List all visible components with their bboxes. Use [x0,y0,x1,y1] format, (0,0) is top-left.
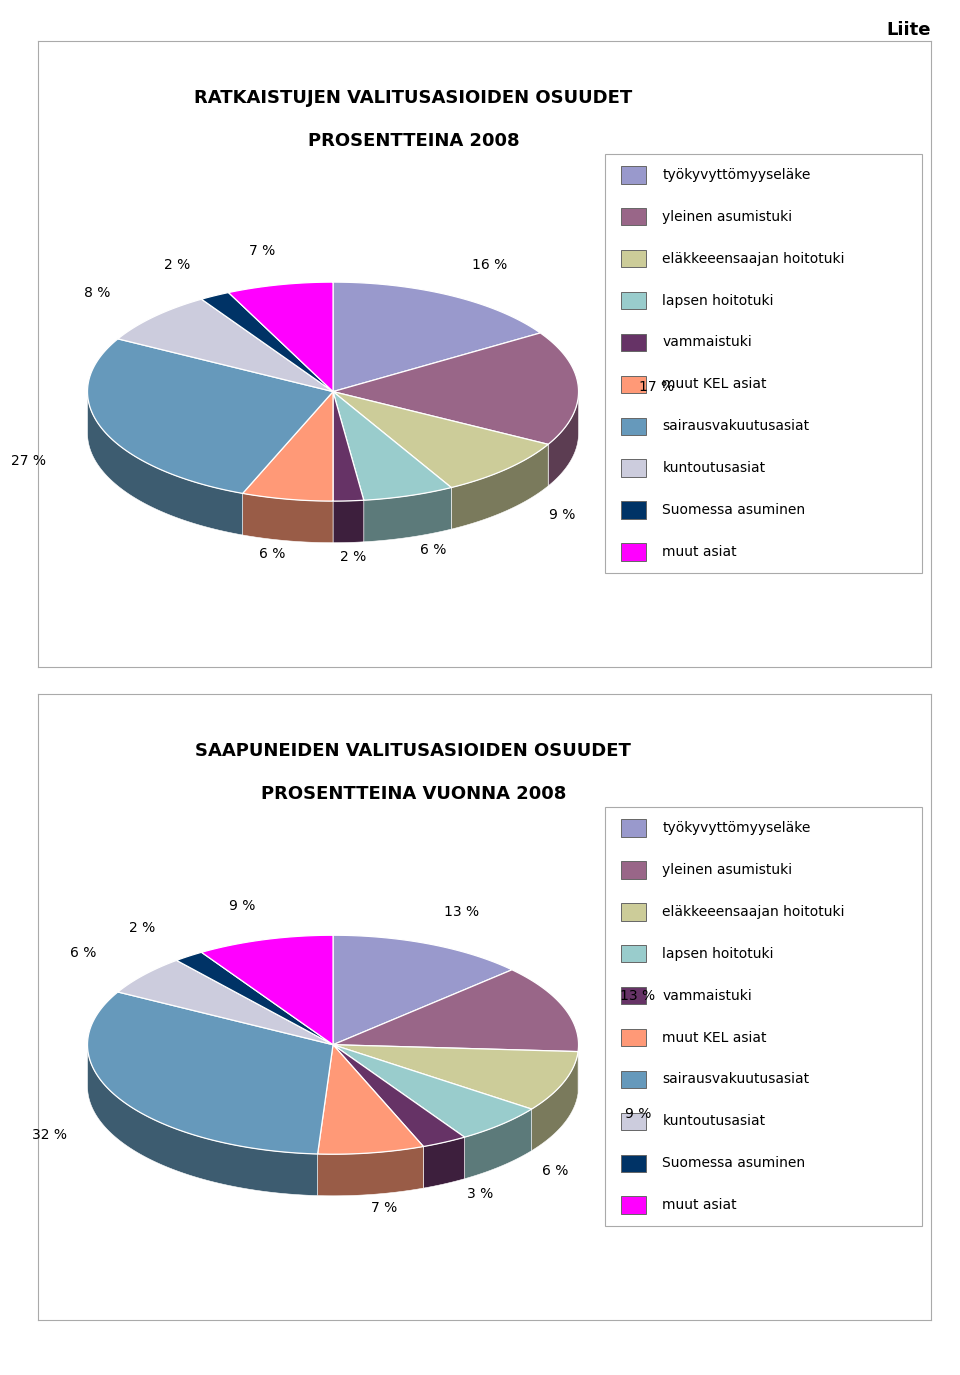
FancyBboxPatch shape [606,807,923,1226]
Text: 9 %: 9 % [229,899,255,913]
Text: vammaistuki: vammaistuki [662,989,753,1002]
Text: SAAPUNEIDEN VALITUSASIOIDEN OSUUDET: SAAPUNEIDEN VALITUSASIOIDEN OSUUDET [196,741,632,759]
Polygon shape [451,444,548,529]
Bar [621,375,646,393]
Text: kuntoutusasiat: kuntoutusasiat [662,461,765,476]
Bar [621,1028,646,1046]
Polygon shape [333,392,451,500]
Text: 6 %: 6 % [420,543,446,557]
Polygon shape [318,1045,423,1154]
Text: kuntoutusasiat: kuntoutusasiat [662,1114,765,1129]
Polygon shape [364,488,451,542]
Polygon shape [333,1045,578,1110]
Polygon shape [333,969,579,1052]
Bar [621,903,646,920]
Bar [621,861,646,879]
Polygon shape [202,935,333,1045]
Polygon shape [87,991,333,1154]
Bar [621,1112,646,1130]
Polygon shape [177,953,333,1045]
Bar [621,1071,646,1088]
Polygon shape [333,282,540,392]
Text: Suomessa asuminen: Suomessa asuminen [662,503,805,517]
Text: 2 %: 2 % [340,550,367,564]
Text: yleinen asumistuki: yleinen asumistuki [662,210,793,224]
Text: vammaistuki: vammaistuki [662,336,753,349]
Text: eläkkeeensaajan hoitotuki: eläkkeeensaajan hoitotuki [662,252,845,265]
Text: RATKAISTUJEN VALITUSASIOIDEN OSUUDET: RATKAISTUJEN VALITUSASIOIDEN OSUUDET [194,88,633,106]
Text: 6 %: 6 % [259,547,285,561]
Polygon shape [318,1147,423,1196]
Text: 2 %: 2 % [130,921,156,935]
Text: työkyvyttömyyseläke: työkyvyttömyyseläke [662,168,811,182]
Text: 9 %: 9 % [625,1107,651,1122]
Bar [621,987,646,1004]
Text: eläkkeeensaajan hoitotuki: eläkkeeensaajan hoitotuki [662,905,845,918]
Text: sairausvakuutusasiat: sairausvakuutusasiat [662,419,809,433]
Bar [621,166,646,184]
Polygon shape [532,1052,578,1151]
Polygon shape [243,392,333,500]
Text: 9 %: 9 % [549,507,575,521]
Bar [621,250,646,267]
Text: lapsen hoitotuki: lapsen hoitotuki [662,947,774,961]
Text: 3 %: 3 % [467,1187,493,1202]
Polygon shape [118,300,333,392]
Bar [621,820,646,837]
Text: 2 %: 2 % [164,258,190,272]
Bar [621,1155,646,1172]
Text: 6 %: 6 % [541,1163,568,1178]
Text: muut asiat: muut asiat [662,1198,737,1213]
Bar [621,459,646,477]
Bar [621,418,646,434]
Text: Suomessa asuminen: Suomessa asuminen [662,1156,805,1170]
Bar [621,543,646,561]
Polygon shape [333,935,512,1045]
Text: 6 %: 6 % [70,946,97,960]
Polygon shape [333,333,579,444]
Text: 17 %: 17 % [639,380,675,395]
Text: lapsen hoitotuki: lapsen hoitotuki [662,294,774,308]
Text: 16 %: 16 % [471,258,507,272]
Polygon shape [333,1045,465,1147]
Bar [621,1196,646,1214]
Polygon shape [333,392,364,500]
Text: muut KEL asiat: muut KEL asiat [662,1030,767,1045]
Polygon shape [87,1045,318,1196]
Polygon shape [87,392,243,535]
Polygon shape [118,960,333,1045]
Text: 7 %: 7 % [371,1202,396,1216]
Polygon shape [333,1045,532,1137]
Text: muut KEL asiat: muut KEL asiat [662,377,767,392]
Text: 8 %: 8 % [84,286,110,300]
Text: PROSENTTEINA VUONNA 2008: PROSENTTEINA VUONNA 2008 [261,785,566,803]
Text: PROSENTTEINA 2008: PROSENTTEINA 2008 [307,132,519,150]
Text: 27 %: 27 % [11,454,45,469]
Bar [621,334,646,351]
Text: muut asiat: muut asiat [662,544,737,560]
Bar [621,502,646,518]
Text: sairausvakuutusasiat: sairausvakuutusasiat [662,1072,809,1086]
Polygon shape [333,500,364,543]
Text: 32 %: 32 % [32,1128,66,1143]
Text: yleinen asumistuki: yleinen asumistuki [662,864,793,877]
Polygon shape [87,338,333,494]
Polygon shape [202,293,333,392]
Polygon shape [423,1137,465,1188]
FancyBboxPatch shape [606,154,923,573]
Bar [621,945,646,962]
Polygon shape [465,1110,532,1178]
Bar [621,292,646,309]
Polygon shape [333,392,548,488]
Bar [621,208,646,226]
Text: 13 %: 13 % [620,989,656,1002]
Polygon shape [228,282,333,392]
Text: työkyvyttömyyseläke: työkyvyttömyyseläke [662,821,811,835]
Polygon shape [548,392,579,485]
Polygon shape [243,494,333,543]
Text: Liite: Liite [887,21,931,38]
Text: 7 %: 7 % [250,243,276,257]
Text: 13 %: 13 % [444,905,479,918]
